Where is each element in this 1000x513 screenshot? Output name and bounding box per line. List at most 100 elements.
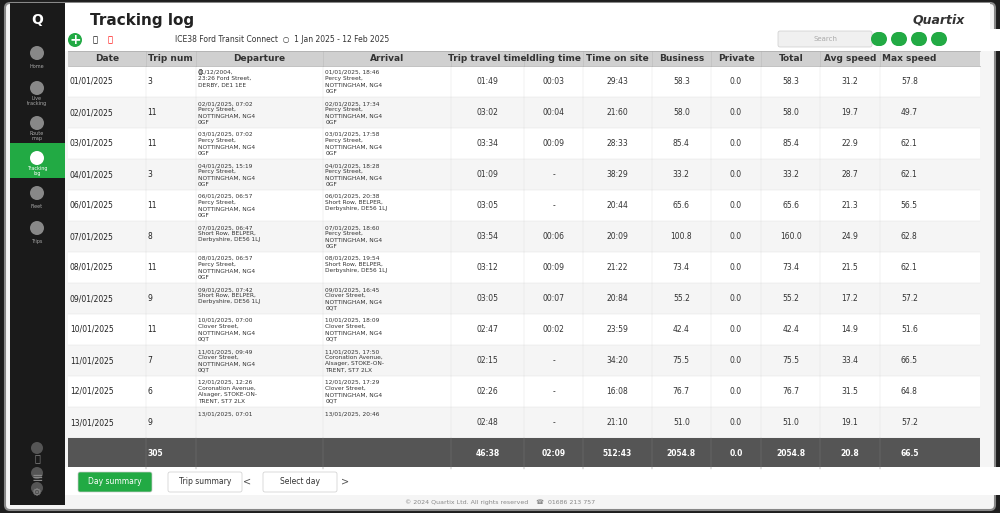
- Text: Route
map: Route map: [30, 131, 44, 142]
- Text: 31.2: 31.2: [842, 77, 858, 86]
- Text: 11: 11: [148, 201, 157, 210]
- Text: 21:60: 21:60: [607, 108, 628, 117]
- Bar: [68, 252, 980, 283]
- Text: 08/01/2025, 19:54
Short Row, BELPER,
Derbyshire, DE56 1LJ: 08/01/2025, 19:54 Short Row, BELPER, Der…: [325, 256, 387, 273]
- FancyBboxPatch shape: [168, 472, 242, 492]
- Text: -: -: [552, 356, 555, 365]
- Circle shape: [30, 116, 44, 130]
- Text: 33.4: 33.4: [842, 356, 859, 365]
- Text: 73.4: 73.4: [673, 263, 690, 272]
- Text: 64.8: 64.8: [901, 387, 918, 396]
- Bar: [68, 221, 980, 252]
- Text: Arrival: Arrival: [370, 54, 404, 63]
- Text: 305: 305: [148, 449, 163, 458]
- Text: 02:48: 02:48: [477, 418, 498, 427]
- Text: 62.1: 62.1: [901, 170, 918, 179]
- Text: 00:09: 00:09: [543, 139, 565, 148]
- Text: 01/12/2004,
23:26 Ford Street,
DERBY, DE1 1EE: 01/12/2004, 23:26 Ford Street, DERBY, DE…: [198, 70, 251, 87]
- Text: 01/01/2025: 01/01/2025: [70, 77, 114, 86]
- Text: 46:38: 46:38: [475, 449, 500, 458]
- Text: Quartix: Quartix: [913, 13, 965, 27]
- Text: 02:15: 02:15: [477, 356, 498, 365]
- Text: Select day: Select day: [280, 478, 320, 486]
- Text: 57.2: 57.2: [901, 294, 918, 303]
- Text: ICE38 Ford Transit Connect  ○  1 Jan 2025 - 12 Feb 2025: ICE38 Ford Transit Connect ○ 1 Jan 2025 …: [175, 35, 389, 45]
- Text: 42.4: 42.4: [782, 325, 799, 334]
- Text: 11/01/2025: 11/01/2025: [70, 356, 114, 365]
- Text: 24.9: 24.9: [842, 232, 858, 241]
- Text: 09/01/2025: 09/01/2025: [70, 294, 114, 303]
- Text: 00:09: 00:09: [543, 263, 565, 272]
- Text: 58.3: 58.3: [782, 77, 799, 86]
- Text: 66.5: 66.5: [901, 356, 918, 365]
- Circle shape: [911, 32, 925, 46]
- Text: 0.0: 0.0: [730, 387, 742, 396]
- Text: Private: Private: [718, 54, 754, 63]
- Text: 20.8: 20.8: [841, 449, 859, 458]
- Text: -: -: [552, 418, 555, 427]
- Text: 20:84: 20:84: [607, 294, 628, 303]
- Text: Business: Business: [659, 54, 704, 63]
- Text: 02:09: 02:09: [542, 449, 566, 458]
- Text: Idling time: Idling time: [526, 54, 581, 63]
- Text: 19.7: 19.7: [842, 108, 858, 117]
- Text: 👤: 👤: [34, 453, 40, 463]
- Text: 03:12: 03:12: [477, 263, 498, 272]
- FancyBboxPatch shape: [78, 472, 152, 492]
- Text: Max speed: Max speed: [882, 54, 937, 63]
- Text: 02/01/2025, 17:34
Percy Street,
NOTTINGHAM, NG4
0GF: 02/01/2025, 17:34 Percy Street, NOTTINGH…: [325, 101, 382, 125]
- Text: ≡: ≡: [31, 471, 43, 485]
- Bar: [68, 314, 980, 345]
- Text: 58.3: 58.3: [673, 77, 690, 86]
- Text: 0.0: 0.0: [730, 418, 742, 427]
- Text: Search: Search: [813, 36, 837, 42]
- Text: 512:43: 512:43: [603, 449, 632, 458]
- Text: 09/01/2025, 07:42
Short Row, BELPER,
Derbyshire, DE56 1LJ: 09/01/2025, 07:42 Short Row, BELPER, Der…: [198, 287, 260, 304]
- Text: 3: 3: [148, 170, 152, 179]
- Text: 01:49: 01:49: [477, 77, 498, 86]
- FancyBboxPatch shape: [778, 31, 872, 47]
- Bar: [68, 66, 980, 97]
- Text: 22.9: 22.9: [842, 139, 858, 148]
- Text: Live
tracking: Live tracking: [27, 95, 47, 106]
- Text: 76.7: 76.7: [673, 387, 690, 396]
- Text: 14.9: 14.9: [842, 325, 858, 334]
- Text: 03:34: 03:34: [477, 139, 499, 148]
- Text: Departure: Departure: [233, 54, 286, 63]
- Text: 75.5: 75.5: [782, 356, 799, 365]
- Text: 11/01/2025, 17:50
Coronation Avenue,
Alsager, STOKE-ON-
TRENT, ST7 2LX: 11/01/2025, 17:50 Coronation Avenue, Als…: [325, 349, 384, 372]
- Text: 28.7: 28.7: [842, 170, 858, 179]
- Text: Total: Total: [778, 54, 803, 63]
- Text: Home: Home: [30, 64, 44, 69]
- Text: 03/01/2025: 03/01/2025: [70, 139, 114, 148]
- Text: 0.0: 0.0: [730, 170, 742, 179]
- Circle shape: [30, 186, 44, 200]
- Text: 11: 11: [148, 139, 157, 148]
- Circle shape: [871, 32, 885, 46]
- Text: 85.4: 85.4: [673, 139, 690, 148]
- Text: ⚙: ⚙: [32, 488, 42, 498]
- Circle shape: [933, 32, 947, 46]
- Text: 08/01/2025: 08/01/2025: [70, 263, 114, 272]
- Text: Trip summary: Trip summary: [179, 478, 231, 486]
- Text: -: -: [552, 170, 555, 179]
- Text: 04/01/2025: 04/01/2025: [70, 170, 114, 179]
- Text: 00:03: 00:03: [543, 77, 565, 86]
- Text: 58.0: 58.0: [782, 108, 799, 117]
- Text: 66.5: 66.5: [900, 449, 919, 458]
- Text: 0.0: 0.0: [730, 325, 742, 334]
- Text: 17.2: 17.2: [842, 294, 858, 303]
- Text: 03:05: 03:05: [477, 294, 499, 303]
- Text: 57.2: 57.2: [901, 418, 918, 427]
- Text: 21:22: 21:22: [607, 263, 628, 272]
- Text: 03:05: 03:05: [477, 201, 499, 210]
- Text: 34:20: 34:20: [607, 356, 628, 365]
- Bar: [10, 8, 65, 505]
- Text: 19.1: 19.1: [842, 418, 858, 427]
- Text: 04/01/2025, 15:19
Percy Street,
NOTTINGHAM, NG4
0GF: 04/01/2025, 15:19 Percy Street, NOTTINGH…: [198, 163, 255, 187]
- Text: 9: 9: [148, 418, 152, 427]
- Text: 08/01/2025, 06:57
Percy Street,
NOTTINGHAM, NG4
0GF: 08/01/2025, 06:57 Percy Street, NOTTINGH…: [198, 256, 255, 280]
- Text: 20:09: 20:09: [607, 232, 628, 241]
- Bar: [68, 407, 980, 438]
- Text: Tracking
log: Tracking log: [27, 166, 47, 176]
